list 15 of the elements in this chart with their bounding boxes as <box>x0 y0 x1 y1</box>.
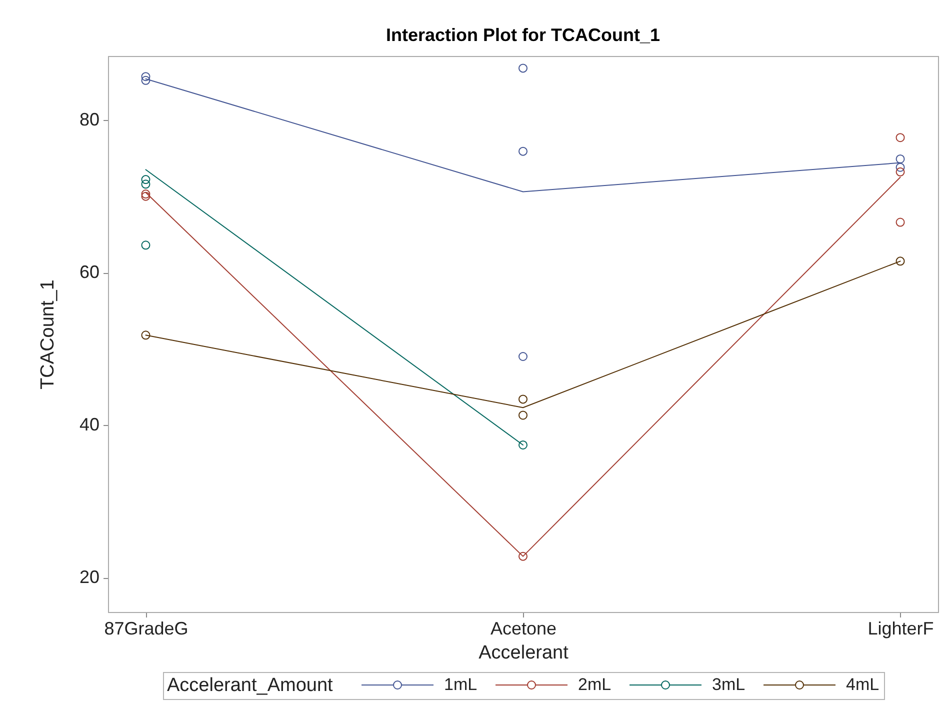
chart-title: Interaction Plot for TCACount_1 <box>386 25 660 45</box>
legend-label: 3mL <box>712 675 746 694</box>
x-tick-label: LighterF <box>868 618 934 638</box>
x-tick-label: 87GradeG <box>104 618 188 638</box>
y-tick-label: 20 <box>79 567 100 588</box>
legend-label: 2mL <box>578 675 612 694</box>
legend-label: 4mL <box>846 675 880 694</box>
legend-label: 1mL <box>444 675 478 694</box>
y-axis-title: TCACount_1 <box>37 280 58 390</box>
legend-title: Accelerant_Amount <box>167 675 334 696</box>
y-tick-label: 60 <box>79 262 100 282</box>
x-tick-label: Acetone <box>490 618 557 638</box>
y-tick-label: 40 <box>79 414 100 435</box>
y-tick-label: 80 <box>79 110 100 130</box>
x-axis-title: Accelerant <box>478 642 570 664</box>
